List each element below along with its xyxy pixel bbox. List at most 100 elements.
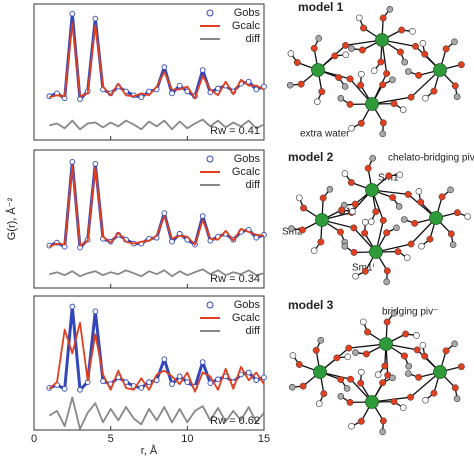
oxygen-atom xyxy=(398,26,406,34)
hydrogen-atom xyxy=(396,171,404,179)
oxygen-atom xyxy=(299,382,307,390)
legend-label: Gobs xyxy=(234,299,261,311)
model-title: model 1 xyxy=(298,0,344,14)
oxygen-atom xyxy=(447,230,455,238)
oxygen-atom xyxy=(383,70,391,77)
oxygen-atom xyxy=(346,75,354,83)
plot-frame xyxy=(33,3,265,141)
x-tick-label: 15 xyxy=(258,433,270,445)
oxygen-atom xyxy=(397,48,404,56)
x-tick-label: 0 xyxy=(31,433,37,445)
hydrogen-atom xyxy=(348,124,355,132)
carbon-atom xyxy=(405,362,412,370)
data-point xyxy=(207,380,214,386)
carbon-atom xyxy=(288,383,296,391)
oxygen-atom xyxy=(402,330,410,338)
metal-atom xyxy=(433,63,447,77)
carbon-atom xyxy=(451,340,458,348)
hydrogen-atom xyxy=(356,14,363,22)
carbon-atom xyxy=(393,224,400,232)
hydrogen-atom xyxy=(419,342,427,349)
oxygen-atom xyxy=(357,417,365,425)
oxygen-atom xyxy=(421,50,429,58)
oxygen-atom xyxy=(411,219,419,227)
carbon-atom xyxy=(453,395,461,402)
oxygen-atom xyxy=(407,240,415,248)
data-point xyxy=(61,385,68,392)
oxygen-atom xyxy=(412,42,419,50)
carbon-atom xyxy=(449,241,457,248)
annotation: Rw = 0.34 xyxy=(210,273,260,285)
oxygen-atom xyxy=(318,88,326,96)
legend-marker xyxy=(206,301,214,309)
carbon-atom xyxy=(286,81,294,89)
data-point xyxy=(253,234,260,241)
oxygen-atom xyxy=(346,398,354,406)
oxygen-atom xyxy=(310,44,318,52)
annotation: Rw = 0.62 xyxy=(210,415,260,427)
oxygen-atom xyxy=(358,46,366,54)
carbon-atom xyxy=(389,374,396,382)
carbon-atom xyxy=(395,203,403,210)
series-line xyxy=(48,164,265,248)
oxygen-atom xyxy=(351,200,359,208)
oxygen-atom xyxy=(379,14,387,22)
oxygen-atom xyxy=(453,209,461,217)
oxygen-atom xyxy=(390,100,398,108)
y-axis-label: G(r), Å⁻² xyxy=(5,197,18,240)
oxygen-atom xyxy=(347,375,354,383)
hydrogen-atom xyxy=(362,218,369,226)
carbon-atom xyxy=(379,130,386,138)
hydrogen-atom xyxy=(296,194,303,202)
oxygen-atom xyxy=(407,393,414,401)
hydrogen-atom xyxy=(289,352,297,359)
carbon-atom xyxy=(369,155,377,162)
molecule-model xyxy=(288,155,471,286)
hydrogen-atom xyxy=(348,422,355,430)
data-point xyxy=(199,359,206,365)
legend-label: Gcalc xyxy=(232,20,261,32)
oxygen-atom xyxy=(300,204,307,212)
series-line xyxy=(49,118,265,131)
metal-atom xyxy=(375,33,389,47)
metal-atom xyxy=(369,245,383,259)
metal-atom xyxy=(313,365,327,379)
oxygen-atom xyxy=(295,361,303,368)
hydrogen-atom xyxy=(422,94,429,102)
oxygen-atom xyxy=(383,267,391,275)
bond xyxy=(381,39,441,71)
hydrogen-atom xyxy=(409,28,416,35)
hydrogen-atom xyxy=(315,400,323,407)
carbon-atom xyxy=(352,349,359,356)
oxygen-atom xyxy=(297,80,305,88)
bond xyxy=(385,343,441,373)
series-line xyxy=(49,22,265,100)
hydrogen-atom xyxy=(413,332,420,339)
data-point xyxy=(199,213,206,219)
metal-atom xyxy=(311,63,325,77)
model-label: extra water xyxy=(300,129,350,140)
hydrogen-atom xyxy=(313,98,321,105)
oxygen-atom xyxy=(442,347,450,355)
oxygen-atom xyxy=(457,363,465,371)
oxygen-atom xyxy=(381,362,389,370)
x-tick-label: 10 xyxy=(181,433,193,445)
bond xyxy=(371,189,437,219)
carbon-atom xyxy=(401,58,408,66)
legend-label: Gcalc xyxy=(232,166,261,178)
oxygen-atom xyxy=(394,248,402,256)
model-label: Sm1ⁱ xyxy=(352,263,375,274)
oxygen-atom xyxy=(364,164,372,172)
oxygen-atom xyxy=(337,376,345,383)
x-tick-label: 5 xyxy=(108,433,114,445)
metal-atom xyxy=(315,213,329,227)
oxygen-atom xyxy=(362,350,370,358)
data-point xyxy=(245,369,252,376)
oxygen-atom xyxy=(377,58,385,66)
data-point xyxy=(77,96,83,103)
oxygen-atom xyxy=(404,190,412,198)
oxygen-atom xyxy=(357,81,365,89)
oxygen-atom xyxy=(417,198,425,206)
hydrogen-atom xyxy=(418,242,425,250)
